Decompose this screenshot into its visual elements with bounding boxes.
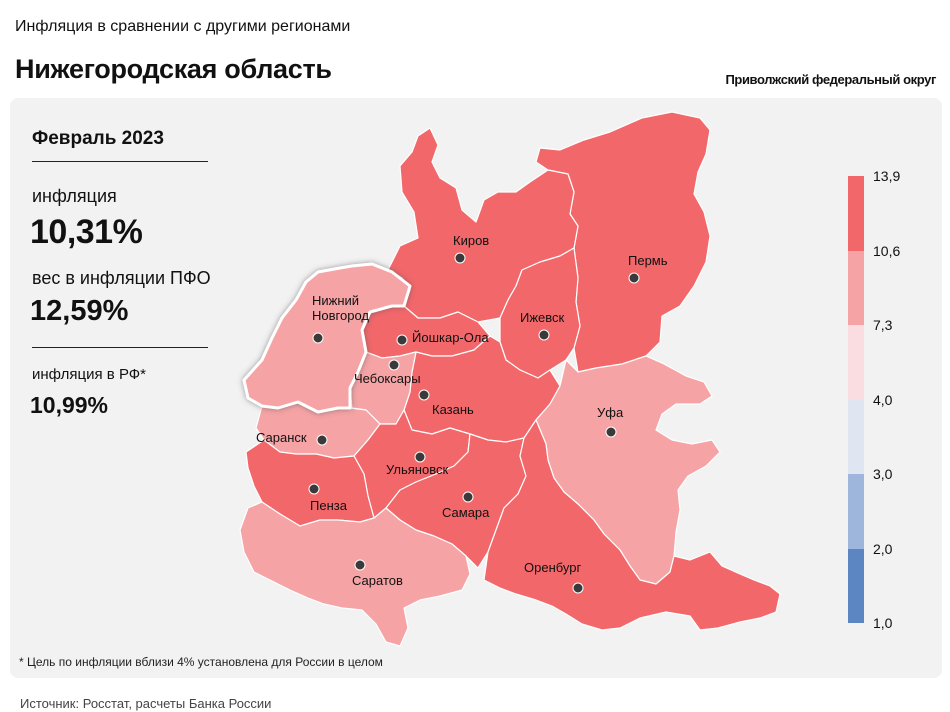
divider <box>32 161 208 162</box>
footnote: * Цель по инфляции вблизи 4% установлена… <box>19 655 383 669</box>
city-label-оренбург: Оренбург <box>524 560 581 575</box>
legend-swatch <box>848 474 864 549</box>
legend-label: 1,0 <box>873 615 893 631</box>
legend-label: 4,0 <box>873 391 893 408</box>
city-label-пенза: Пенза <box>310 498 348 513</box>
legend-swatch <box>848 325 864 400</box>
city-label-ульяновск: Ульяновск <box>386 462 448 477</box>
period-label: Февраль 2023 <box>32 128 164 149</box>
weight-label: вес в инфляции ПФО <box>32 268 211 288</box>
legend-label: 7,3 <box>873 317 893 333</box>
inflation-label: инфляция <box>32 186 117 206</box>
region-ижевск[interactable] <box>499 247 581 379</box>
legend-label: 13,9 <box>873 168 901 184</box>
region-оренбург[interactable] <box>483 419 781 631</box>
city-marker-йошкар-ола[interactable] <box>396 334 408 346</box>
city-marker-ульяновск[interactable] <box>414 451 426 463</box>
source-note: Источник: Росстат, расчеты Банка России <box>20 696 272 711</box>
city-marker-пермь[interactable] <box>628 272 640 284</box>
city-marker-оренбург[interactable] <box>572 582 584 594</box>
city-marker-чебоксары[interactable] <box>388 359 400 371</box>
city-label-ижевск: Ижевск <box>520 310 565 325</box>
page-title: Нижегородская область <box>15 54 332 84</box>
info-block: Февраль 2023 инфляция 10,31% вес в инфля… <box>10 98 230 438</box>
legend-label: 3,0 <box>873 466 893 482</box>
city-label-самара: Самара <box>442 505 490 520</box>
city-label-саратов: Саратов <box>352 573 403 588</box>
inflation-value: 10,31% <box>30 213 143 251</box>
city-label-казань: Казань <box>432 402 474 417</box>
supertitle: Инфляция в сравнении с другими регионами <box>15 18 351 35</box>
region-саратов[interactable] <box>239 501 471 647</box>
city-marker-нижний-новгород[interactable] <box>312 332 324 344</box>
city-label-чебоксары: Чебоксары <box>354 371 421 386</box>
city-marker-киров[interactable] <box>454 252 466 264</box>
legend-swatch <box>848 548 864 623</box>
district-label: Приволжский федеральный округ <box>725 72 936 87</box>
city-label-киров: Киров <box>453 233 489 248</box>
legend-label: 10,6 <box>873 242 901 259</box>
city-label-йошкар-ола: Йошкар-Ола <box>412 330 489 345</box>
city-marker-самара[interactable] <box>462 491 474 503</box>
city-marker-казань[interactable] <box>418 389 430 401</box>
city-label-уфа: Уфа <box>597 405 624 420</box>
region-нижний-новгород[interactable] <box>242 262 412 414</box>
legend-swatch <box>848 399 864 474</box>
city-marker-пенза[interactable] <box>308 483 320 495</box>
city-marker-уфа[interactable] <box>605 426 617 438</box>
weight-value: 12,59% <box>30 295 129 327</box>
legend-swatch <box>848 176 864 251</box>
city-label-пермь: Пермь <box>628 253 668 268</box>
legend-label: 2,0 <box>873 540 893 557</box>
city-marker-саратов[interactable] <box>354 559 366 571</box>
divider <box>32 347 208 348</box>
rf-inflation-label: инфляция в РФ* <box>32 366 147 383</box>
rf-inflation-value: 10,99% <box>30 392 109 418</box>
city-label-нижний-новгород: Нижний <box>312 293 359 308</box>
city-label-саранск: Саранск <box>256 430 307 445</box>
city-label-нижний-новгород: Новгород <box>312 308 369 323</box>
city-marker-саранск[interactable] <box>316 434 328 446</box>
legend-swatch <box>848 250 864 325</box>
city-marker-ижевск[interactable] <box>538 329 550 341</box>
